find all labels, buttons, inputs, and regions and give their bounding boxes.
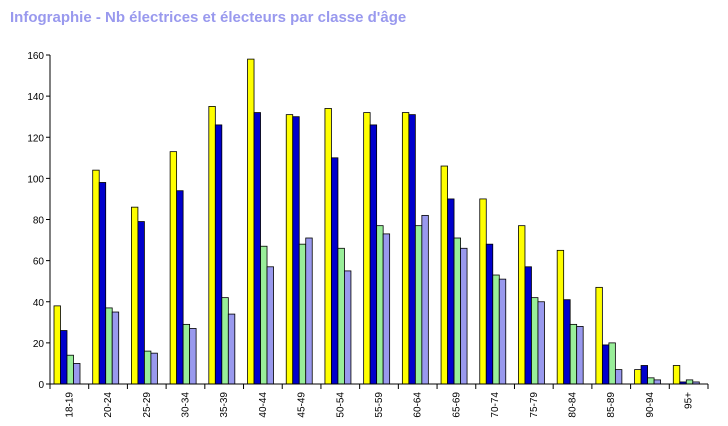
bar-55-59-s4 — [382, 233, 391, 385]
bar-50-54-s3 — [337, 247, 345, 385]
bar-65-69-s1 — [440, 165, 448, 385]
bar-90-94-s2 — [640, 365, 648, 385]
bar-85-89-s1 — [595, 286, 603, 385]
y-tick-label: 60 — [33, 257, 45, 268]
y-tick-label: 80 — [33, 216, 45, 227]
bar-35-39-s4 — [227, 313, 236, 385]
bar-40-44-s3 — [260, 245, 268, 385]
bar-18-19-s4 — [73, 363, 81, 385]
y-tick-label: 140 — [27, 92, 44, 103]
bar-18-19-s3 — [66, 354, 74, 385]
bar-25-29-s4 — [150, 352, 158, 385]
x-tick-label: 80-84 — [568, 392, 579, 418]
y-tick-label: 120 — [27, 133, 44, 144]
bar-45-49-s4 — [305, 237, 313, 385]
bar-70-74-s1 — [479, 198, 487, 385]
x-tick-label: 55-59 — [374, 392, 385, 418]
x-tick-label: 40-44 — [258, 392, 269, 418]
x-tick-label: 70-74 — [490, 392, 501, 418]
x-tick-label: 50-54 — [335, 392, 346, 418]
y-axis: 0 20 40 60 80 100 120 140 160 — [27, 51, 51, 391]
bar-20-24-s4 — [111, 311, 120, 385]
bar-55-59-s3 — [376, 225, 384, 385]
bar-35-39-s1 — [208, 106, 216, 385]
x-tick-label: 25-29 — [142, 392, 153, 418]
bar-30-34-s1 — [169, 151, 178, 385]
x-tick-label: 90-94 — [645, 392, 656, 418]
bar-45-49-s1 — [285, 114, 294, 385]
x-tick-label: 85-89 — [606, 392, 617, 418]
x-axis: 18-19 20-24 25-29 30-34 35-39 40-44 45-49 50-54… — [49, 383, 709, 418]
bar-40-44-s4 — [266, 266, 274, 385]
x-tick-label: 30-34 — [180, 392, 191, 418]
bar-55-59-s1 — [363, 112, 371, 385]
bar-95+-s1 — [672, 365, 681, 385]
bar-45-49-s3 — [298, 243, 307, 385]
bar-55-59-s2 — [369, 124, 378, 385]
bar-50-54-s1 — [324, 108, 332, 385]
x-tick-label: 20-24 — [103, 392, 114, 418]
bar-85-89-s2 — [601, 344, 610, 385]
bar-90-94-s1 — [634, 369, 642, 385]
bar-40-44-s1 — [247, 58, 255, 385]
bar-18-19-s1 — [53, 305, 61, 385]
bar-85-89-s3 — [608, 342, 616, 385]
bar-30-34-s4 — [189, 328, 197, 385]
bar-70-74-s3 — [492, 274, 500, 385]
bar-60-64-s2 — [408, 114, 416, 385]
bar-85-89-s4 — [614, 369, 623, 385]
bar-25-29-s1 — [131, 206, 139, 385]
x-tick-label: 18-19 — [64, 392, 75, 418]
bar-25-29-s2 — [137, 221, 145, 385]
bar-80-84-s3 — [569, 323, 578, 385]
bar-20-24-s2 — [98, 182, 107, 385]
bar-70-74-s4 — [498, 278, 507, 385]
bar-65-69-s4 — [460, 247, 468, 385]
bar-75-79-s2 — [524, 266, 532, 385]
bar-20-24-s3 — [105, 307, 113, 385]
bar-90-94-s3 — [647, 377, 655, 385]
bar-70-74-s2 — [485, 243, 494, 385]
bar-65-69-s2 — [447, 198, 455, 385]
bar-25-29-s3 — [144, 350, 152, 385]
bar-75-79-s3 — [531, 297, 539, 385]
bar-75-79-s4 — [537, 301, 545, 385]
bar-30-34-s3 — [182, 323, 191, 385]
bar-95+-s3 — [685, 379, 694, 385]
x-tick-label: 45-49 — [297, 392, 308, 418]
bar-60-64-s3 — [414, 225, 423, 385]
x-tick-label: 95+ — [684, 392, 695, 409]
bar-35-39-s3 — [221, 297, 229, 385]
bar-35-39-s2 — [214, 124, 223, 385]
bar-50-54-s4 — [344, 270, 352, 385]
bar-45-49-s2 — [292, 116, 300, 385]
bar-50-54-s2 — [331, 157, 339, 385]
bar-18-19-s2 — [60, 330, 68, 385]
bar-80-84-s4 — [576, 326, 584, 385]
bar-80-84-s2 — [563, 299, 571, 385]
x-tick-label: 35-39 — [219, 392, 230, 418]
bars — [53, 58, 700, 385]
bar-60-64-s1 — [401, 112, 410, 385]
x-tick-label: 65-69 — [451, 392, 462, 418]
y-tick-label: 100 — [27, 174, 44, 185]
bar-20-24-s1 — [92, 169, 100, 385]
y-tick-label: 160 — [27, 51, 44, 62]
bar-60-64-s4 — [421, 214, 429, 385]
y-tick-label: 20 — [33, 339, 45, 350]
y-tick-label: 0 — [38, 380, 44, 391]
bar-90-94-s4 — [653, 379, 661, 385]
chart-title: Infographie - Nb électrices et électeurs… — [10, 9, 407, 26]
bar-80-84-s1 — [556, 249, 565, 385]
y-tick-label: 40 — [33, 298, 45, 309]
bar-40-44-s2 — [253, 112, 261, 385]
bar-75-79-s1 — [518, 225, 526, 385]
x-tick-label: 75-79 — [529, 392, 540, 418]
bar-30-34-s2 — [176, 190, 184, 385]
x-tick-label: 60-64 — [413, 392, 424, 418]
bar-65-69-s3 — [453, 237, 461, 385]
